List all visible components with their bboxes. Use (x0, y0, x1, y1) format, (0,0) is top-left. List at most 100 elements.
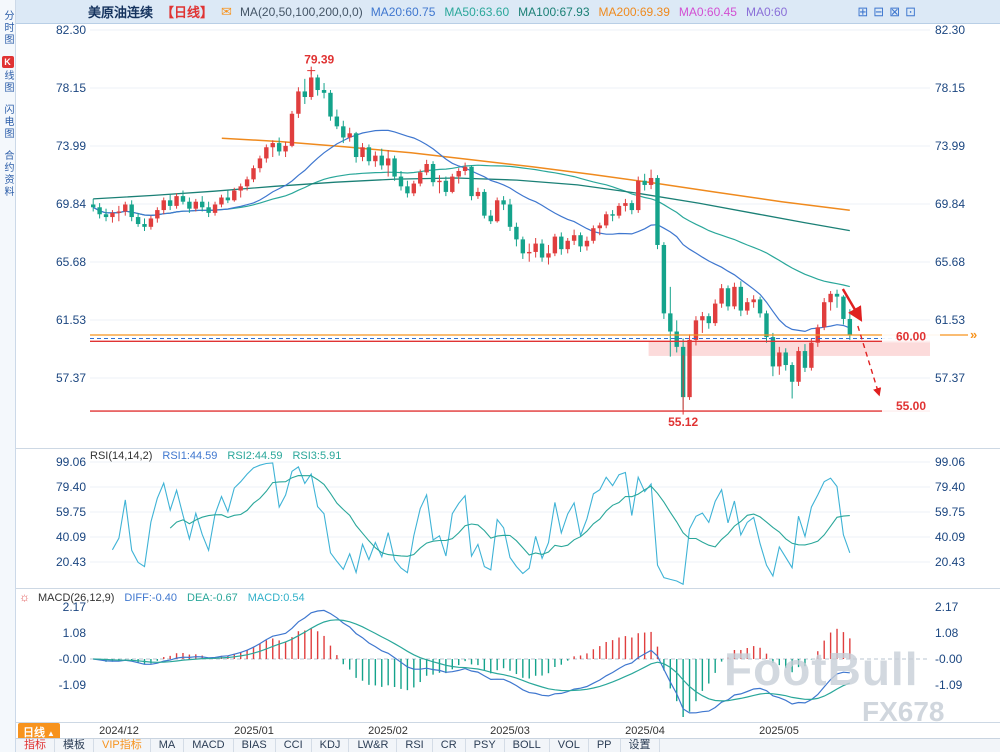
indicator-tab[interactable]: RSI (397, 739, 433, 752)
axis-label: 65.68 (56, 255, 86, 269)
down-arrow-annotation[interactable] (841, 288, 863, 322)
indicator-tab[interactable]: CCI (276, 739, 312, 752)
candles (91, 70, 853, 410)
chart-layout-icons: ⊞ ⊟ ⊠ ⊡ (857, 4, 916, 19)
axis-label: 59.75 (56, 505, 86, 519)
panel-value: DIFF:-0.40 (124, 592, 177, 604)
panel-title: MACD(26,12,9) (38, 592, 115, 604)
axis-label: -1.09 (935, 678, 963, 692)
indicator-tab[interactable]: 设置 (621, 739, 660, 752)
axis-label: 79.40 (56, 480, 86, 494)
chart-layout-icon[interactable]: ⊞ (857, 4, 869, 19)
sidebar-item-kline-chart[interactable]: K 线图 (0, 56, 15, 94)
axis-label: 57.37 (56, 371, 86, 385)
chart-layout-icon[interactable]: ⊟ (873, 4, 885, 19)
panel-divider[interactable] (16, 588, 1000, 589)
panel-value: RSI1:44.59 (162, 450, 218, 462)
axis-label: 65.68 (935, 255, 965, 269)
panel-divider (16, 722, 1000, 723)
panel-value: RSI2:44.59 (227, 450, 283, 462)
axis-label: -0.00 (59, 652, 87, 666)
indicator-tab[interactable]: BIAS (234, 739, 276, 752)
macd-series (93, 609, 851, 717)
axis-label: 73.99 (935, 139, 965, 153)
period-selector-button[interactable]: 日线 ▲ (18, 723, 60, 741)
main-price-chart[interactable]: 82.30 82.30 78.15 78.15 73.99 73.99 69.84 69.84… (16, 0, 1000, 448)
x-axis-row: 日线 ▲ 2024/12 2025/01 2025/02 2025/03 2025/04 2… (16, 722, 1000, 741)
axis-label: 1.08 (935, 626, 959, 640)
x-axis-label: 2025/01 (234, 725, 274, 737)
axis-label: 78.15 (935, 81, 965, 95)
axis-label: 60.00 (896, 329, 926, 343)
ma-value: MA200:69.39 (598, 4, 670, 19)
chart-header: 美原油连续 【日线】 ✉ MA(20,50,100,200,0,0) MA20:6… (16, 0, 1000, 24)
ma-value: MA0:60.45 (678, 4, 737, 19)
indicator-tab[interactable]: CR (433, 739, 466, 752)
x-axis-label: 2025/05 (759, 725, 799, 737)
rsi-legend: RSI(14,14,2) RSI1:44.59 RSI2:44.59 RSI3:5.9… (90, 450, 341, 462)
left-sidebar: 分时图 K 线图 闪电图 合约资料 (0, 0, 16, 752)
support-zone (648, 341, 930, 356)
axis-label: -1.09 (59, 678, 87, 692)
sidebar-item-flash-chart[interactable]: 闪电图 (2, 104, 13, 140)
rsi-lines (111, 462, 851, 586)
macd-legend: MACD(26,12,9) DIFF:-0.40 DEA:-0.67 MACD:0.5… (38, 592, 305, 604)
chart-layout-icon[interactable]: ⊡ (905, 4, 916, 19)
indicator-tab[interactable]: PSY (466, 739, 505, 752)
chevron-up-icon: ▲ (47, 729, 55, 738)
kline-label: 线图 (2, 70, 13, 94)
indicator-tab[interactable]: MA (151, 739, 185, 752)
ma-value: MA100:67.93 (518, 4, 590, 19)
axis-label: 69.84 (56, 197, 86, 211)
axis-label: -0.00 (935, 652, 963, 666)
panel-value: RSI3:5.91 (292, 450, 342, 462)
axis-label: 61.53 (56, 313, 86, 327)
rsi-panel-chart[interactable]: 99.06 99.06 79.40 79.40 59.75 59.75 40.09 40.09… (16, 448, 1000, 588)
sun-icon[interactable]: ☼ (19, 590, 30, 604)
panel-title: RSI(14,14,2) (90, 450, 153, 462)
axis-label: 2.17 (935, 600, 959, 614)
high-price-label: 79.39 (304, 53, 334, 67)
indicator-tab-bar: 指标 模板 VIP指标 MA MACD BIAS CCI KDJ LW&R RSI CR PSY BOL… (16, 738, 1000, 752)
panel-value: DEA:-0.67 (187, 592, 238, 604)
axis-label: 82.30 (56, 23, 86, 37)
indicator-tab[interactable]: MACD (184, 739, 234, 752)
symbol-title: 美原油连续 (88, 5, 154, 20)
price-marker-icon: » (970, 327, 977, 342)
watermark-site: FX678 (862, 696, 945, 727)
ma-values: MA20:60.75 MA50:63.60 MA100:67.93 MA200:69.… (371, 5, 797, 19)
sidebar-item-time-chart[interactable]: 分时图 (2, 10, 13, 46)
x-axis-label: 2024/12 (99, 725, 139, 737)
axis-label: 78.15 (56, 81, 86, 95)
axis-label: 79.40 (935, 480, 965, 494)
panel-value: MACD:0.54 (247, 592, 305, 604)
indicator-tab[interactable]: PP (589, 739, 621, 752)
mail-icon[interactable]: ✉ (221, 3, 232, 19)
x-axis-label: 2025/04 (625, 725, 665, 737)
axis-label: 40.09 (56, 530, 86, 544)
macd-panel-chart[interactable]: 2.17 2.17 1.08 1.08 -0.00 -0.00 -1.09 -1.09 (16, 588, 1000, 722)
ma-value: MA50:63.60 (444, 4, 510, 19)
indicator-tab[interactable]: KDJ (312, 739, 350, 752)
panel-divider[interactable] (16, 448, 1000, 449)
indicator-tab[interactable]: LW&R (349, 739, 398, 752)
indicator-tab[interactable]: 模板 (55, 739, 94, 752)
axis-label: 99.06 (56, 455, 86, 469)
indicator-tab[interactable]: VIP指标 (94, 739, 151, 752)
indicator-tab[interactable]: VOL (550, 739, 589, 752)
axis-label: 20.43 (56, 555, 86, 569)
x-axis-label: 2025/02 (368, 725, 408, 737)
axis-label: 57.37 (935, 371, 965, 385)
axis-label: 61.53 (935, 313, 965, 327)
ma-settings-label[interactable]: MA(20,50,100,200,0,0) (239, 4, 363, 19)
axis-label: 99.06 (935, 455, 965, 469)
axis-label: 20.43 (935, 555, 965, 569)
indicator-tab[interactable]: 指标 (16, 739, 55, 752)
ma-value: MA20:60.75 (370, 4, 436, 19)
dashed-arrow-annotation[interactable] (857, 325, 882, 397)
indicator-tab[interactable]: BOLL (505, 739, 550, 752)
sidebar-item-contract-info[interactable]: 合约资料 (2, 150, 13, 198)
axis-label: 1.08 (63, 626, 87, 640)
watermark-brand: FootBull (724, 643, 919, 695)
chart-layout-icon[interactable]: ⊠ (889, 4, 901, 19)
